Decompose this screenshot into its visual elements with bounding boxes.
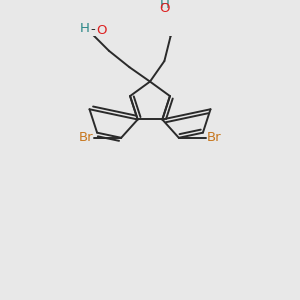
Text: Br: Br bbox=[207, 131, 221, 144]
Text: -: - bbox=[90, 23, 95, 36]
Text: H: H bbox=[159, 0, 169, 11]
Text: Br: Br bbox=[79, 131, 93, 144]
Text: O: O bbox=[96, 23, 107, 37]
Text: O: O bbox=[159, 2, 169, 15]
Text: H: H bbox=[80, 22, 90, 35]
